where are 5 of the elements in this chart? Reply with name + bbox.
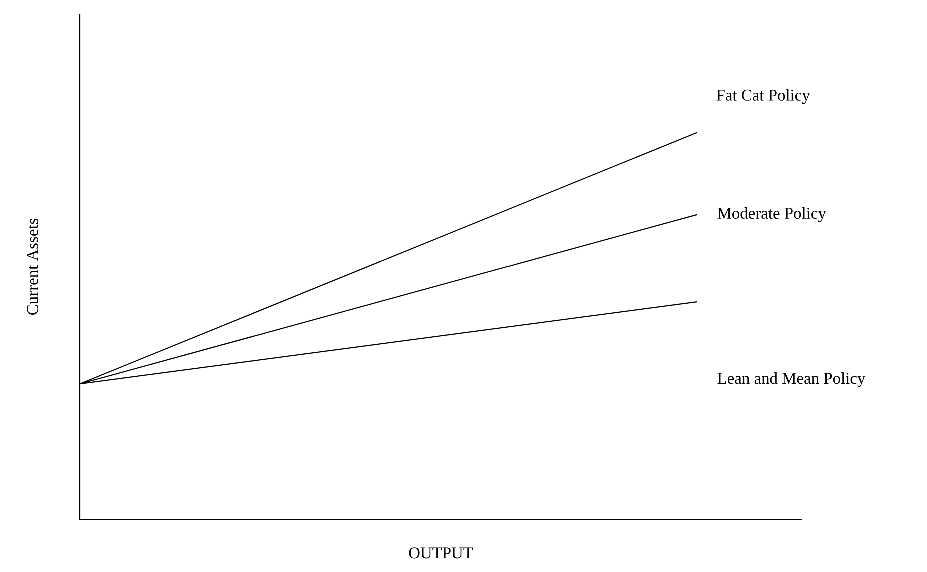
y-axis-title: Current Assets <box>27 218 38 315</box>
x-axis-title: OUTPUT <box>409 548 474 559</box>
series-label: Moderate Policy <box>718 207 826 222</box>
text: Fat Cat Policy <box>716 89 810 104</box>
text: Lean and Mean Policy <box>718 372 866 388</box>
